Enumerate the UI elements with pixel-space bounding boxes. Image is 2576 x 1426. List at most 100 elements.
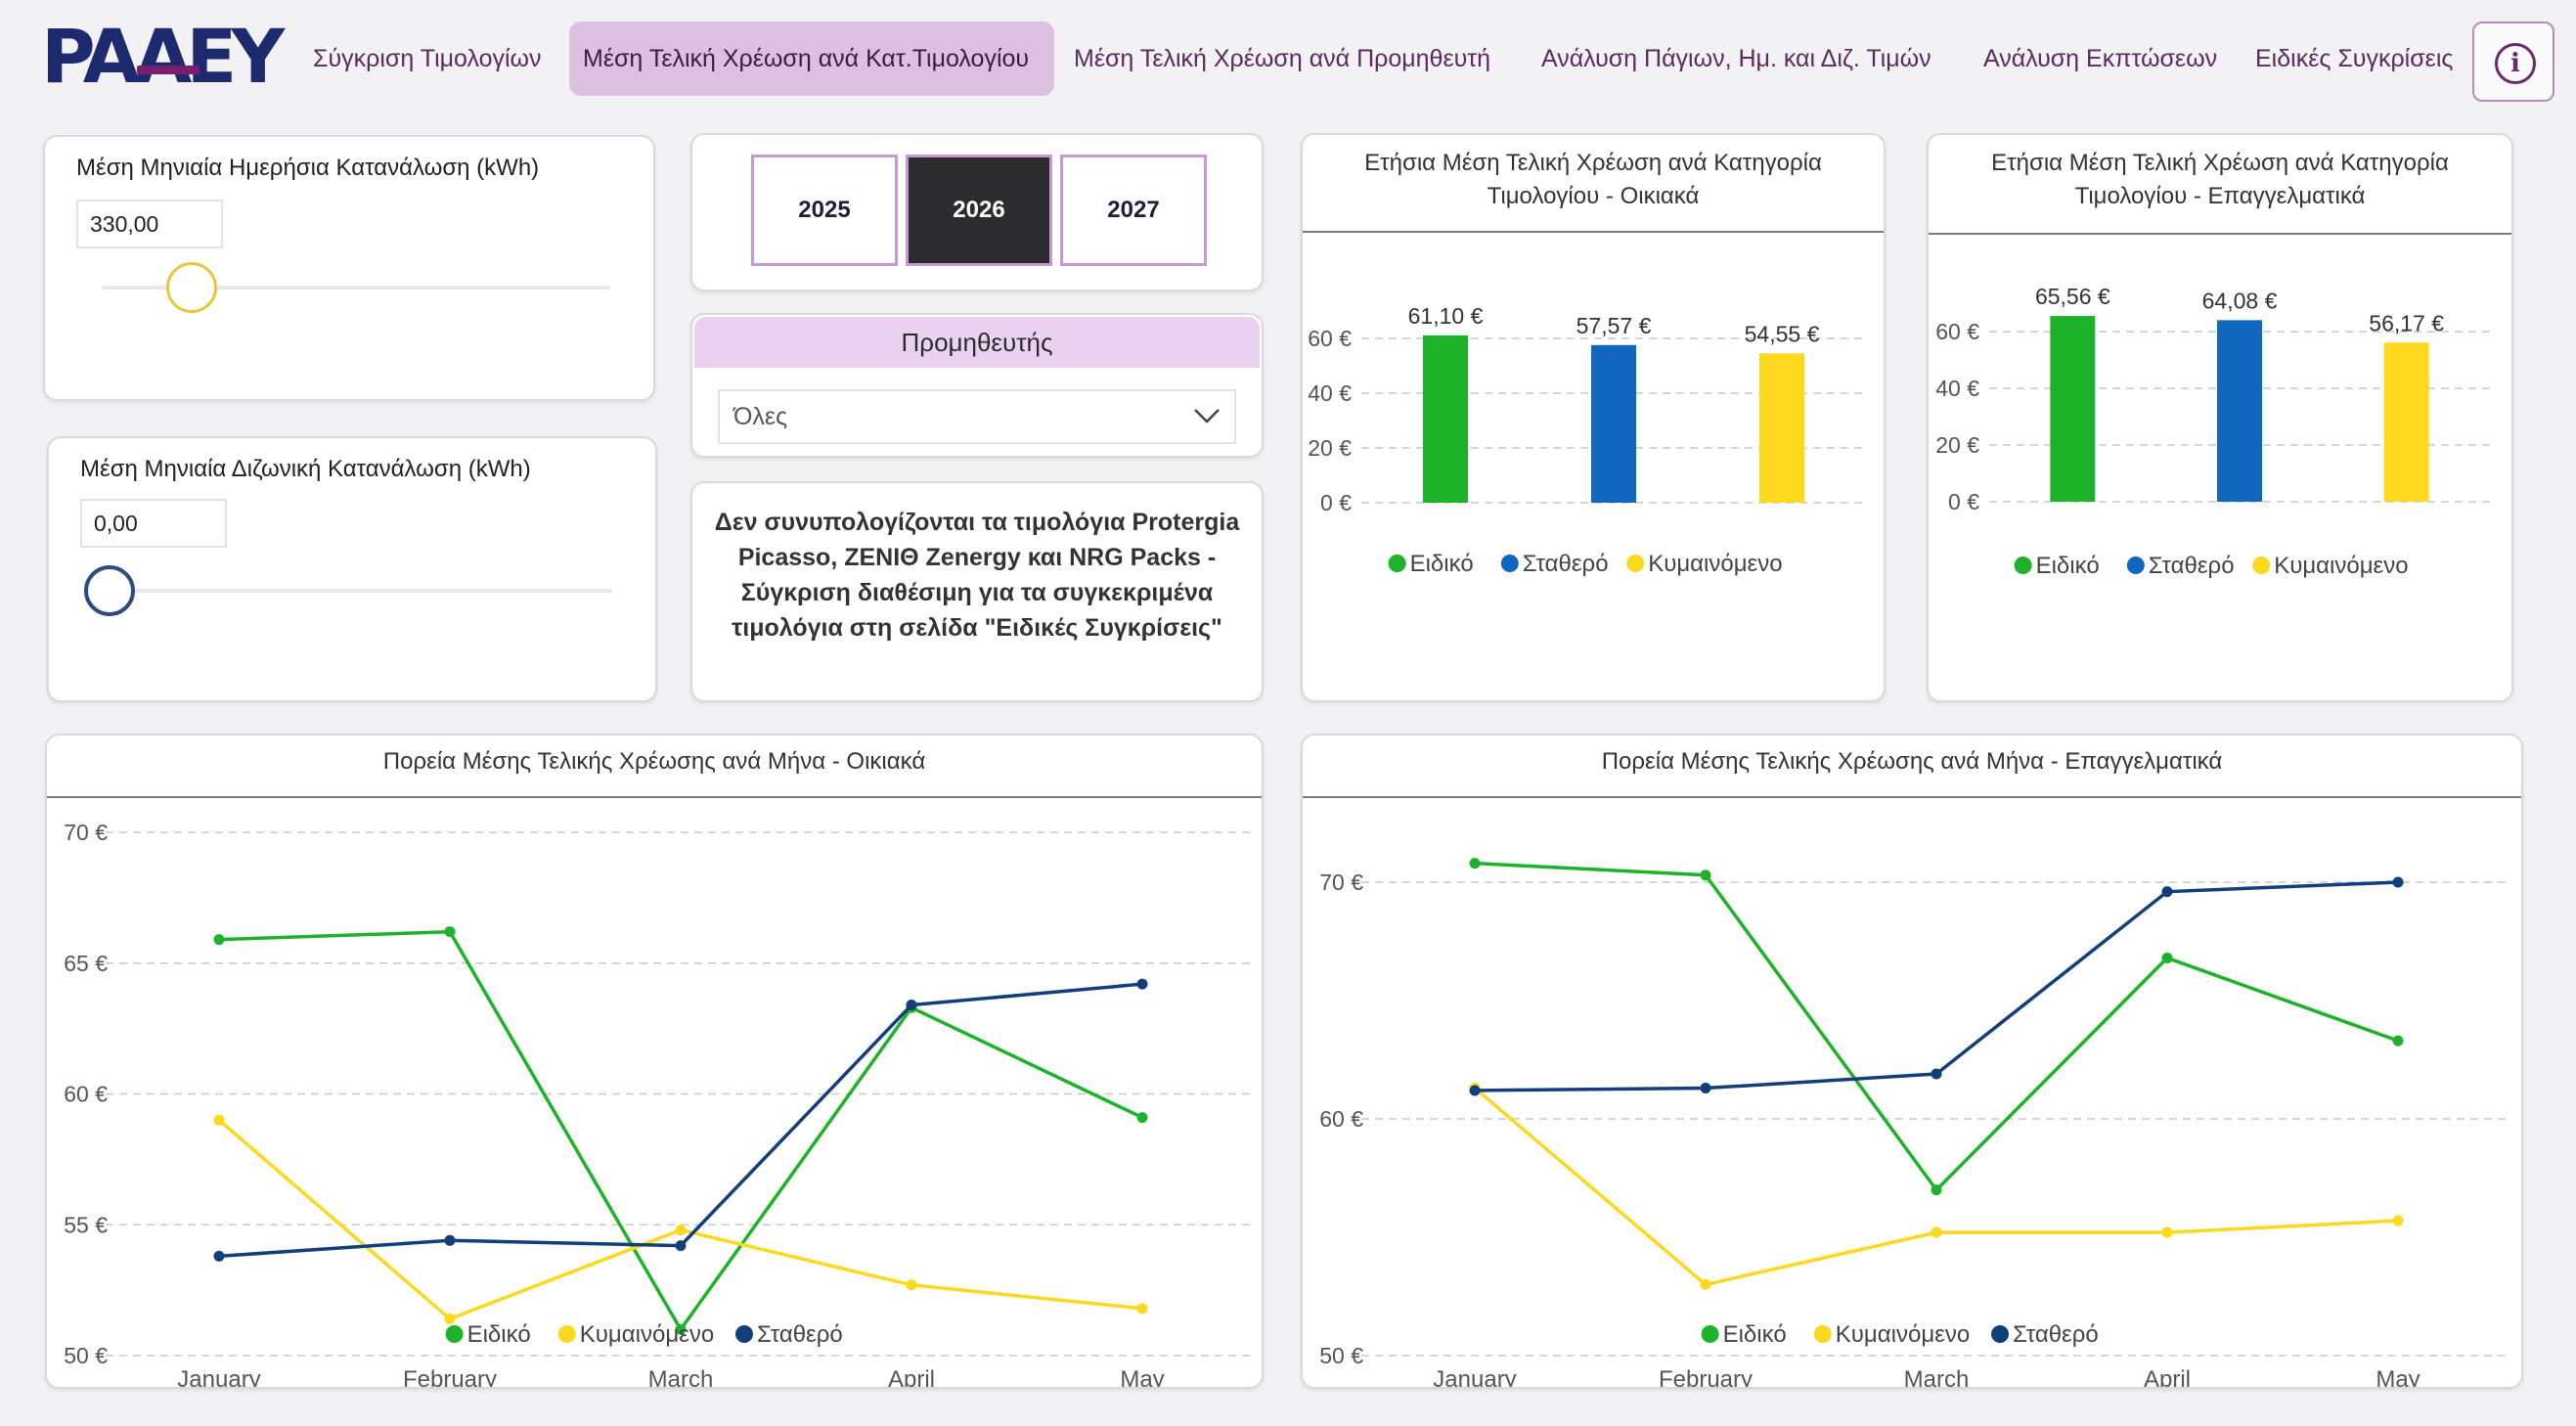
dual-consumption-slider-track[interactable] xyxy=(84,589,612,593)
y-tick-label: 60 € xyxy=(1935,319,1979,344)
legend-marker xyxy=(2126,557,2145,574)
legend-label: Ειδικό xyxy=(467,1321,531,1348)
data-point xyxy=(2161,886,2173,898)
data-point xyxy=(2161,952,2173,963)
legend-marker xyxy=(1991,1325,2009,1343)
tab-invoice-comparison[interactable]: Σύγκριση Τιμολογίων xyxy=(313,45,542,72)
series-line-1 xyxy=(218,929,1143,1333)
exclusion-note-text: Δεν συνυπολογίζονται τα τιμολόγια Proter… xyxy=(714,509,1240,642)
data-point xyxy=(1931,1068,1942,1080)
data-point xyxy=(213,1250,225,1262)
tab-discount-analysis[interactable]: Ανάλυση Εκπτώσεων xyxy=(1983,45,2218,72)
line-chart-residential-plot: 50 € 55 € 60 € 65 € 70 € January February March… xyxy=(64,820,1256,1387)
day-consumption-slider-track[interactable] xyxy=(102,286,610,290)
year-button-2026[interactable]: 2026 xyxy=(906,155,1052,266)
legend-label: Σταθερό xyxy=(2013,1321,2099,1348)
legend-label: Ειδικό xyxy=(2036,553,2100,579)
data-point xyxy=(906,1279,917,1291)
year-button-2027[interactable]: 2027 xyxy=(1060,155,1207,266)
chart-legend: Ειδικό Κυμαινόμενο Σταθερό xyxy=(445,1321,843,1348)
legend-label: Ειδικό xyxy=(1723,1321,1787,1348)
y-tick-label: 65 € xyxy=(64,951,108,976)
data-point xyxy=(2392,1215,2404,1226)
chart-title: Πορεία Μέσης Τελικής Χρέωσης ανά Μήνα - … xyxy=(1601,748,2223,775)
chart-legend: Ειδικό Σταθερό Κυμαινόμενο xyxy=(2014,553,2409,579)
y-tick-label: 60 € xyxy=(1319,1106,1363,1132)
legend-marker xyxy=(1388,555,1406,572)
title-divider xyxy=(1929,233,2511,235)
data-point xyxy=(444,1314,456,1325)
bar-1 xyxy=(2050,316,2096,502)
day-consumption-slicer: Μέση Μηνιαία Ημερήσια Κατανάλωση (kWh) 3… xyxy=(43,135,655,401)
y-tick-label: 50 € xyxy=(64,1343,108,1368)
data-label: 65,56 € xyxy=(2035,284,2110,309)
tab-avg-charge-by-supplier[interactable]: Μέση Τελική Χρέωση ανά Προμηθευτή xyxy=(1074,45,1491,72)
data-point xyxy=(1136,1303,1148,1315)
supplier-slicer: Προμηθευτής Όλες xyxy=(690,313,1264,458)
data-point xyxy=(444,926,456,938)
dual-consumption-slicer: Μέση Μηνιαία Διζωνική Κατανάλωση (kWh) 0… xyxy=(47,436,657,702)
legend-marker xyxy=(1701,1325,1719,1343)
bar-3 xyxy=(1759,353,1804,503)
legend-marker xyxy=(1813,1325,1832,1343)
title-divider xyxy=(1303,796,2521,798)
day-consumption-title: Μέση Μηνιαία Ημερήσια Κατανάλωση (kWh) xyxy=(76,155,540,181)
data-point xyxy=(1136,978,1148,990)
legend-label: Κυμαινόμενο xyxy=(580,1321,714,1348)
bar-2 xyxy=(1591,344,1636,503)
legend-marker xyxy=(735,1325,753,1343)
bar-1 xyxy=(1423,334,1468,503)
data-point xyxy=(675,1240,687,1252)
line-chart-professional: Πορεία Μέσης Τελικής Χρέωσης ανά Μήνα - … xyxy=(1301,734,2523,1389)
supplier-header: Προμηθευτής xyxy=(694,317,1260,368)
logo-bar xyxy=(137,66,200,74)
data-point xyxy=(213,934,225,946)
supplier-dropdown[interactable]: Όλες xyxy=(718,389,1236,444)
data-point xyxy=(2161,1226,2173,1238)
data-label: 57,57 € xyxy=(1577,313,1652,338)
y-tick-label: 60 € xyxy=(1308,326,1352,351)
tab-avg-charge-by-category[interactable]: Μέση Τελική Χρέωση ανά Κατ.Τιμολογίου xyxy=(569,22,1054,96)
year-button-2025[interactable]: 2025 xyxy=(751,155,898,266)
y-tick-label: 40 € xyxy=(1935,376,1979,401)
day-consumption-input[interactable]: 330,00 xyxy=(76,200,223,248)
bar-chart-residential: Ετήσια Μέση Τελική Χρέωση ανά Κατηγορία … xyxy=(1301,133,1886,702)
data-point xyxy=(675,1225,687,1236)
line-chart-residential: Πορεία Μέσης Τελικής Χρέωσης ανά Μήνα - … xyxy=(45,734,1264,1389)
bar-3 xyxy=(2383,342,2429,502)
legend-label: Κυμαινόμενο xyxy=(2274,553,2408,579)
exclusion-note: Δεν συνυπολογίζονται τα τιμολόγια Proter… xyxy=(690,481,1264,702)
data-point xyxy=(1700,1083,1711,1094)
chart-title: Πορεία Μέσης Τελικής Χρέωσης ανά Μήνα - … xyxy=(382,748,926,775)
legend-label: Κυμαινόμενο xyxy=(1836,1321,1970,1348)
data-label: 54,55 € xyxy=(1745,321,1820,346)
legend-label: Ειδικό xyxy=(1410,551,1474,577)
series-line-3 xyxy=(218,982,1143,1259)
app-logo: PAAEY xyxy=(41,18,285,96)
x-tick-label: April xyxy=(888,1366,935,1387)
bar-chart-professional-plot: 0 € 20 € 40 € 60 € 65,56 € 64,08 € 56,17 € Ειδι… xyxy=(1935,284,2490,579)
info-button[interactable]: i xyxy=(2472,22,2554,102)
data-point xyxy=(1931,1226,1942,1238)
data-point xyxy=(213,1114,225,1126)
x-tick-label: March xyxy=(648,1366,714,1387)
legend-marker xyxy=(1626,555,1645,572)
title-divider xyxy=(1303,231,1884,233)
tab-fixed-day-dual-analysis[interactable]: Ανάλυση Πάγιων, Ημ. και Διζ. Τιμών xyxy=(1541,45,1932,72)
day-consumption-slider-thumb[interactable] xyxy=(166,262,217,313)
data-label: 61,10 € xyxy=(1408,303,1484,329)
legend-marker xyxy=(1500,555,1519,572)
x-tick-label: March xyxy=(1904,1366,1970,1387)
series-line-1 xyxy=(1474,861,2399,1193)
y-tick-label: 50 € xyxy=(1319,1343,1363,1368)
dual-consumption-slider-thumb[interactable] xyxy=(84,565,135,616)
data-point xyxy=(444,1234,456,1246)
x-tick-label: February xyxy=(1659,1366,1753,1387)
series-line-2 xyxy=(217,1118,1143,1321)
chart-title: Ετήσια Μέση Τελική Χρέωση ανά Κατηγορία … xyxy=(1364,150,1822,209)
legend-marker xyxy=(445,1325,464,1343)
y-tick-label: 55 € xyxy=(64,1212,108,1237)
y-tick-label: 20 € xyxy=(1935,432,1979,458)
tab-special-comparisons[interactable]: Ειδικές Συγκρίσεις xyxy=(2255,45,2454,72)
dual-consumption-input[interactable]: 0,00 xyxy=(80,499,227,548)
